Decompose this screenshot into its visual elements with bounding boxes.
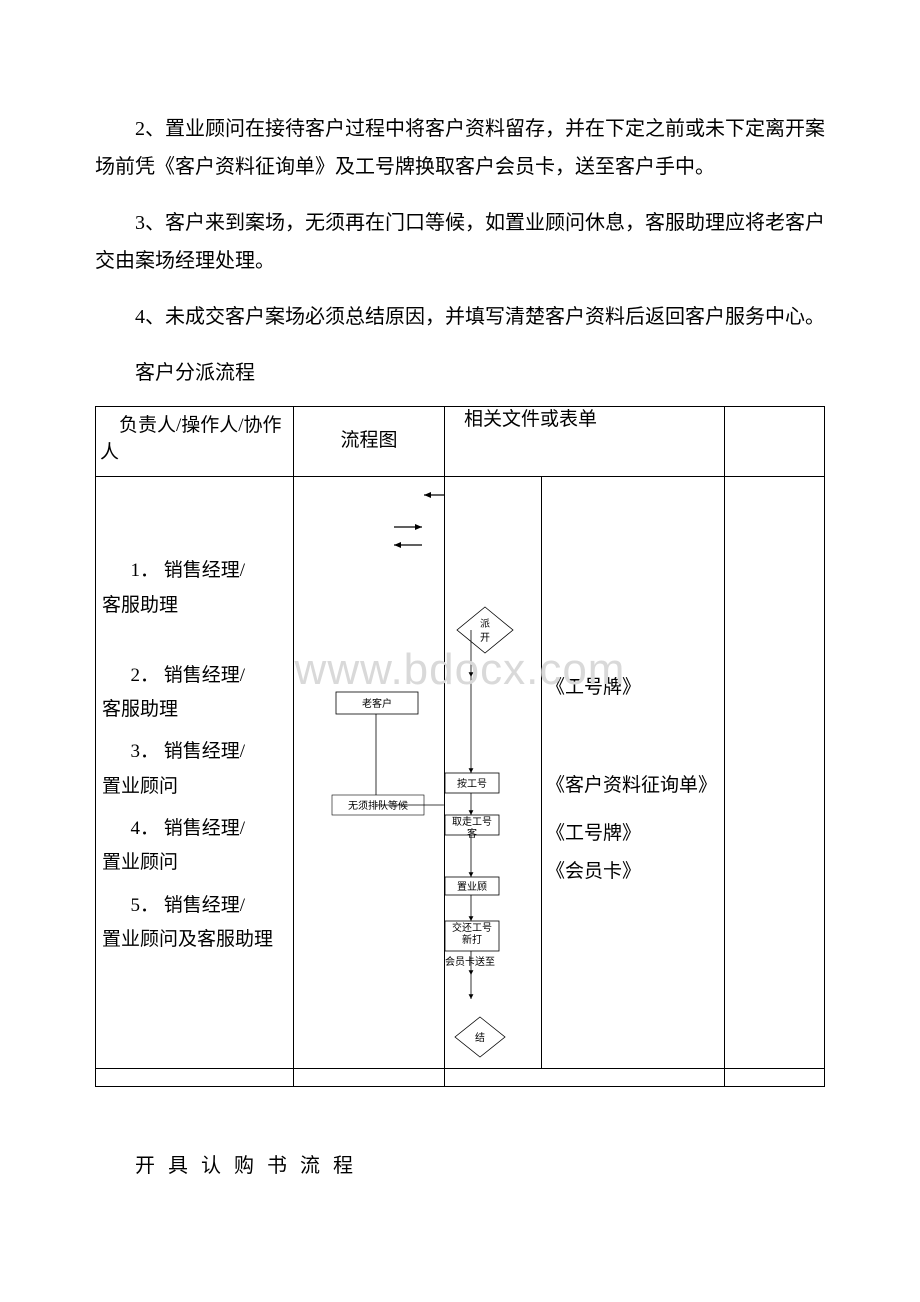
header-empty [725, 407, 825, 477]
footer-5 [725, 1069, 825, 1087]
section-title-2: 开 具 认 购 书 流 程 [95, 1147, 825, 1185]
svg-text:新打: 新打 [462, 933, 482, 946]
doc-item-3: 《工号牌》 [546, 815, 720, 853]
resp-cont-4: 置业顾问 [102, 845, 287, 881]
resp-item-2: 2． 销售经理/ [102, 662, 287, 691]
doc-item-1: 《工号牌》 [546, 669, 720, 707]
svg-text:结: 结 [475, 1031, 485, 1044]
svg-text:置业顾: 置业顾 [457, 881, 487, 893]
footer-3 [445, 1069, 725, 1087]
resp-cont-2: 客服助理 [102, 692, 287, 728]
table-body-row: 1． 销售经理/ 客服助理 2． 销售经理/ 客服助理 3． 销售经理/ 置业顾… [96, 477, 825, 1069]
resp-cont-1: 客服助理 [102, 588, 287, 624]
resp-item-3: 3． 销售经理/ [102, 738, 287, 767]
footer-1 [96, 1069, 294, 1087]
svg-text:派: 派 [480, 618, 490, 630]
svg-text:取走工号: 取走工号 [452, 816, 492, 828]
flowchart-cell-left: 老客户无须排队等候 [294, 477, 445, 1069]
resp-cont-3: 置业顾问 [102, 769, 287, 805]
svg-text:会员卡送至: 会员卡送至 [445, 955, 495, 968]
svg-text:交还工号: 交还工号 [452, 921, 492, 934]
table-header-row: 负责人/操作人/协作人 流程图 相关文件或表单 [96, 407, 825, 477]
doc-item-4: 《会员卡》 [546, 853, 720, 891]
svg-text:老客户: 老客户 [362, 697, 392, 710]
svg-text:无须排队等候: 无须排队等候 [348, 799, 408, 812]
resp-cont-5: 置业顾问及客服助理 [102, 922, 287, 958]
svg-text:开: 开 [480, 633, 490, 644]
footer-2 [294, 1069, 445, 1087]
documents-cell: 《工号牌》 《客户资料征询单》 《工号牌》 《会员卡》 [542, 477, 725, 1069]
doc-item-2: 《客户资料征询单》 [546, 767, 720, 805]
svg-text:客: 客 [467, 827, 477, 840]
process-table: 负责人/操作人/协作人 流程图 相关文件或表单 1． 销售经理/ 客服助理 2．… [95, 406, 825, 1087]
header-responsible: 负责人/操作人/协作人 [96, 407, 294, 477]
resp-item-5: 5． 销售经理/ [102, 892, 287, 921]
resp-item-1: 1． 销售经理/ [102, 557, 287, 586]
header-flowchart: 流程图 [294, 407, 445, 477]
flowchart-svg-right: 派开按工号取走工号客置业顾交还工号新打会员卡送至结 [445, 477, 541, 1067]
paragraph-2: 2、置业顾问在接待客户过程中将客户资料留存，并在下定之前或未下定离开案场前凭《客… [95, 110, 825, 186]
paragraph-4: 4、未成交客户案场必须总结原因，并填写清楚客户资料后返回客户服务中心。 [95, 298, 825, 336]
table-footer-row [96, 1069, 825, 1087]
flowchart-svg-left: 老客户无须排队等候 [294, 477, 444, 1067]
responsible-cell: 1． 销售经理/ 客服助理 2． 销售经理/ 客服助理 3． 销售经理/ 置业顾… [96, 477, 294, 1069]
paragraph-3: 3、客户来到案场，无须再在门口等候，如置业顾问休息，客服助理应将老客户交由案场经… [95, 204, 825, 280]
empty-cell [725, 477, 825, 1069]
header-documents: 相关文件或表单 [445, 407, 725, 477]
section-title-1: 客户分派流程 [95, 354, 825, 392]
flowchart-cell-right: 派开按工号取走工号客置业顾交还工号新打会员卡送至结 [445, 477, 542, 1069]
resp-item-4: 4． 销售经理/ [102, 815, 287, 844]
svg-text:按工号: 按工号 [457, 777, 487, 790]
